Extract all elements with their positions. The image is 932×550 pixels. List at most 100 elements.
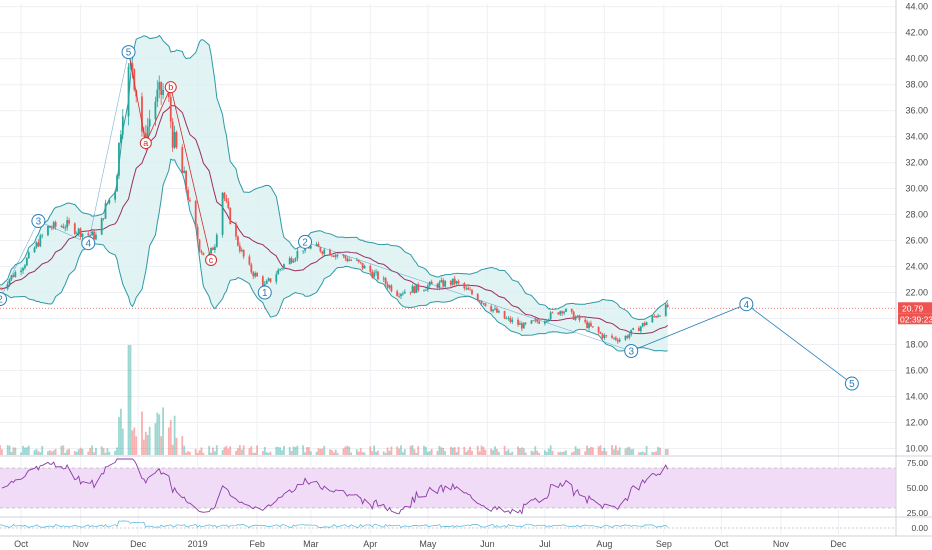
candle-body: [586, 321, 589, 328]
volume-bar: [517, 446, 519, 455]
candle-body: [632, 328, 635, 330]
volume-bar: [384, 452, 387, 455]
wave-marker: 3: [31, 214, 46, 229]
volume-bar: [494, 446, 496, 455]
volume-bar: [256, 445, 258, 455]
candle-body: [517, 319, 519, 325]
candle-body: [543, 321, 546, 324]
candle-body: [108, 199, 111, 204]
volume-bar: [185, 452, 188, 455]
candle-body: [167, 89, 170, 97]
candle-body: [173, 132, 176, 148]
volume-bar: [430, 448, 433, 455]
candle-body: [576, 315, 579, 318]
volume-bar: [497, 451, 500, 455]
candle-body: [361, 262, 364, 269]
volume-bar: [131, 430, 134, 455]
last-price-tag[interactable]: 20.79 02:39:23: [898, 302, 932, 325]
candle-body: [444, 281, 447, 287]
bollinger-band: [0, 34, 669, 352]
wave-marker: 3: [624, 344, 639, 359]
volume-bar: [237, 448, 239, 455]
candle-body: [87, 233, 90, 236]
candle-body: [54, 222, 57, 227]
candle-body: [611, 335, 613, 338]
candle-body: [605, 335, 608, 337]
volume-bar: [490, 448, 493, 455]
wave-circle: [81, 236, 96, 251]
candle-body: [398, 295, 400, 297]
candle-body: [169, 96, 172, 122]
volume-bar: [173, 415, 176, 455]
candle-body: [288, 258, 291, 265]
wave-circle: [624, 344, 639, 359]
volume-bar: [588, 448, 590, 455]
volume-bar: [643, 452, 646, 455]
volume-bar: [162, 407, 164, 455]
candle-body: [388, 285, 391, 288]
wave-label: 3: [36, 217, 42, 228]
candle-body: [296, 251, 299, 259]
volume-bar: [292, 446, 295, 455]
candle-body: [198, 239, 201, 252]
wave-marker: 2: [298, 234, 313, 249]
candle-body: [66, 220, 69, 228]
volume-bar: [104, 452, 107, 455]
candle-body: [41, 235, 44, 237]
wave-marker: 2: [0, 292, 7, 307]
candle-body: [438, 282, 441, 288]
x-tick-label: May: [419, 539, 437, 549]
volume-bar: [476, 445, 479, 455]
candle-body: [148, 119, 151, 127]
candle-body: [507, 317, 510, 319]
candle-body: [369, 265, 372, 272]
candle-body: [350, 259, 353, 261]
volume-bar: [296, 445, 299, 455]
candle-body: [181, 147, 184, 174]
candle-body: [141, 96, 143, 132]
volume-bar: [536, 450, 539, 455]
candle-body: [302, 250, 305, 252]
volume-bar: [116, 447, 118, 455]
volume-bar: [14, 447, 17, 455]
volume-bar: [388, 450, 391, 455]
candle-body: [641, 323, 644, 327]
volume-bar: [1, 449, 3, 455]
candle-body: [348, 259, 351, 261]
candle-body: [156, 89, 159, 102]
candle-body: [613, 337, 615, 339]
volume-bar: [102, 448, 105, 455]
volume-bar: [39, 452, 42, 455]
candle-body: [75, 232, 78, 234]
volume-bar: [605, 451, 608, 455]
volume-bar: [89, 447, 92, 455]
candle-body: [490, 306, 493, 312]
sub-wave-marker: b: [164, 81, 177, 94]
candle-body: [68, 220, 70, 224]
candle-body: [359, 261, 362, 263]
volume-bar: [469, 446, 471, 455]
candle-body: [183, 170, 186, 174]
candle-body: [171, 121, 174, 148]
volume-bar: [37, 451, 40, 455]
volume-bar: [601, 451, 604, 455]
candle-body: [127, 66, 130, 117]
candle-body: [532, 320, 535, 322]
volume-bar: [400, 445, 402, 455]
volume-bar: [302, 445, 305, 455]
rsi-pane: [0, 458, 896, 515]
volume-bar: [415, 452, 418, 455]
candle-body: [1, 288, 3, 290]
candle-body: [0, 288, 1, 290]
volume-bar: [22, 445, 24, 455]
candle-body: [213, 246, 216, 251]
candle-body: [664, 304, 667, 317]
volume-bar: [417, 446, 420, 455]
candle-body: [48, 226, 51, 228]
volume-bar: [578, 448, 581, 455]
volume-bar: [129, 345, 132, 455]
candle-body: [315, 244, 318, 246]
candle-body: [597, 327, 600, 333]
candle-body: [503, 310, 506, 319]
